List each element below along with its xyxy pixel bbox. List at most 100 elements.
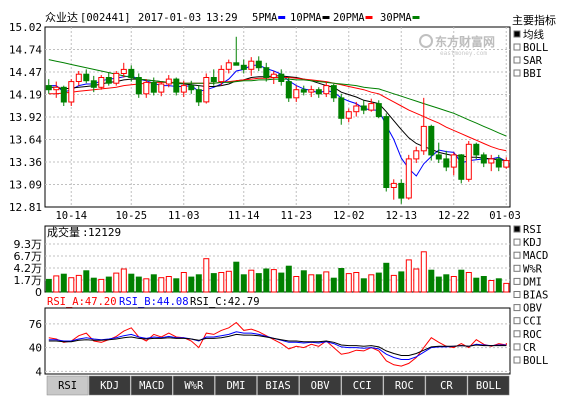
candle-body — [293, 89, 300, 99]
candle-body — [383, 116, 390, 188]
tab-background — [467, 375, 510, 396]
tab-cci[interactable]: CCI — [341, 375, 384, 396]
volume-bar — [233, 261, 240, 293]
sub-indicator-rsi[interactable]: RSI — [513, 224, 542, 236]
volume-bar — [195, 274, 202, 293]
tab-obv[interactable]: OBV — [299, 375, 341, 396]
ma-legend: 5PMA 10PMA 20PMA 30PMA — [252, 12, 420, 24]
sub-indicator-boll[interactable]: BOLL — [513, 355, 548, 367]
sub-indicator-macd[interactable]: MACD — [513, 250, 548, 262]
candle-body — [270, 73, 277, 78]
main-indicator-sar[interactable]: SAR — [513, 55, 543, 67]
candle-body — [473, 143, 480, 156]
tab-roc[interactable]: ROC — [383, 375, 426, 396]
volume-tick-label: 6.7万 — [14, 250, 43, 263]
tab-wpctr[interactable]: W%R — [173, 375, 215, 396]
sub-indicator-cci[interactable]: CCI — [513, 316, 542, 328]
candle — [75, 70, 82, 86]
candle-body — [233, 62, 240, 66]
tab-rsi[interactable]: RSI — [46, 375, 89, 396]
candle-body — [390, 182, 397, 188]
volume-bar — [428, 269, 435, 293]
sub-indicator-roc[interactable]: ROC — [513, 329, 542, 341]
candle-body — [218, 68, 225, 83]
candle — [188, 80, 195, 94]
candle — [203, 73, 210, 104]
main-indicator-均线[interactable]: 均线 — [513, 28, 544, 41]
candle-body — [353, 105, 360, 113]
volume-bar — [413, 268, 420, 293]
price-tick-label: 13.36 — [9, 156, 42, 169]
main-indicator-boll[interactable]: BOLL — [513, 42, 548, 54]
volume-bar — [435, 276, 442, 293]
volume-bar — [263, 268, 270, 293]
candle — [405, 154, 412, 200]
radio-indicator[interactable] — [513, 251, 521, 259]
candle — [398, 179, 405, 204]
radio-indicator[interactable] — [513, 343, 521, 351]
volume-colon: : — [82, 226, 89, 239]
radio-indicator[interactable] — [513, 317, 521, 325]
candle — [255, 56, 262, 71]
sub-indicator-kdj[interactable]: KDJ — [513, 237, 542, 249]
candle — [83, 69, 90, 84]
tab-kdj[interactable]: KDJ — [88, 375, 131, 396]
candle — [270, 70, 277, 85]
radio-indicator[interactable] — [513, 277, 521, 285]
volume-bar — [218, 272, 225, 293]
tab-cr[interactable]: CR — [425, 375, 468, 396]
date-tick-label: 12-02 — [333, 210, 365, 222]
candle — [345, 108, 352, 123]
volume-tick-label: 9.3万 — [14, 238, 43, 251]
sub-indicator-dmi[interactable]: DMI — [513, 276, 542, 288]
tab-boll[interactable]: BOLL — [467, 375, 510, 396]
candle-body — [450, 154, 457, 168]
tab-dmi[interactable]: DMI — [215, 375, 257, 396]
radio-indicator[interactable] — [513, 356, 521, 364]
radio-indicator[interactable] — [513, 43, 521, 51]
main-indicator-bbi[interactable]: BBI — [513, 68, 542, 80]
sub-indicator-bias[interactable]: BIAS — [513, 290, 548, 302]
candle-body — [495, 158, 502, 168]
sub-indicator-label: CCI — [523, 316, 542, 328]
radio-indicator[interactable] — [513, 291, 521, 298]
tab-bias[interactable]: BIAS — [257, 375, 299, 396]
candle-body — [323, 85, 330, 95]
stock-name: 众业达 — [45, 11, 78, 24]
volume-bar — [173, 278, 180, 293]
volume-panel: 9.3万6.7万4.2万1.7万0 — [14, 225, 511, 299]
volume-bar — [98, 278, 105, 293]
rsi-panel: 76 40 4 — [29, 307, 511, 378]
candle — [53, 81, 60, 98]
rsi-legend-label: RSI_B:44.08 — [119, 296, 189, 308]
radio-indicator[interactable] — [513, 264, 521, 272]
volume-bar — [323, 271, 330, 293]
sub-indicator-obv[interactable]: OBV — [513, 303, 543, 315]
candle — [173, 77, 180, 96]
radio-indicator[interactable] — [513, 330, 521, 338]
volume-bar — [443, 274, 450, 293]
tab-macd[interactable]: MACD — [130, 375, 173, 396]
candle — [278, 69, 285, 86]
price-panel: 15.02 14.74 14.47 14.19 13.92 13.64 13.36 13.09… — [9, 21, 511, 214]
radio-indicator[interactable] — [513, 69, 521, 77]
radio-indicator[interactable] — [513, 304, 521, 312]
volume-bar — [60, 273, 67, 293]
radio-indicator[interactable] — [513, 225, 521, 233]
candle-body — [360, 105, 367, 111]
candle — [353, 101, 360, 117]
sub-indicator-wpctr[interactable]: W%R — [513, 263, 543, 275]
sub-indicator-cr[interactable]: CR — [513, 342, 536, 354]
tab-background — [88, 375, 131, 396]
candle — [68, 79, 75, 107]
candle — [165, 75, 172, 88]
radio-indicator[interactable] — [513, 30, 521, 38]
tab-label: KDJ — [100, 380, 119, 392]
candle-body — [53, 86, 60, 91]
radio-indicator[interactable] — [513, 238, 521, 246]
candle — [113, 70, 120, 86]
candle — [368, 98, 375, 112]
candle — [105, 72, 112, 86]
radio-indicator[interactable] — [513, 56, 521, 64]
rsi-grid — [45, 323, 510, 372]
